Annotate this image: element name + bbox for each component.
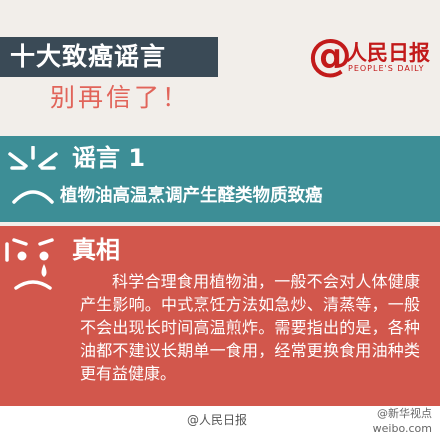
at-icon: @ bbox=[308, 30, 352, 81]
credit-text: @人民日报 bbox=[187, 413, 248, 427]
page-subtitle: 别再信了！ bbox=[50, 83, 191, 112]
angry-face-icon bbox=[8, 146, 58, 204]
page-title: 十大致癌谣言 bbox=[10, 42, 167, 71]
truth-body: 科学合理食用植物油，一般不会对人体健康产生影响。中式烹饪方法如急炒、清蒸等，一般… bbox=[80, 270, 420, 385]
logo-name: 人民日报 bbox=[346, 41, 430, 65]
truth-band bbox=[0, 226, 440, 406]
watermark-site: weibo.com bbox=[372, 422, 432, 435]
crying-face-icon bbox=[5, 238, 54, 290]
peoples-daily-logo: @ 人民日报 PEOPLE'S DAILY bbox=[308, 33, 432, 81]
weibo-watermark: @新华视点 weibo.com bbox=[373, 406, 432, 436]
logo-subtitle: PEOPLE'S DAILY bbox=[348, 64, 425, 73]
footer bbox=[0, 406, 440, 440]
header: 十大致癌谣言 别再信了！ @ 人民日报 PEOPLE'S DAILY bbox=[0, 0, 440, 128]
rumor-band bbox=[0, 136, 440, 222]
rumor-text: 植物油高温烹调产生醛类物质致癌 bbox=[60, 186, 323, 206]
rumor-label: 谣言 1 bbox=[72, 144, 146, 172]
truth-label: 真相 bbox=[72, 236, 120, 264]
truth-paragraph: 科学合理食用植物油，一般不会对人体健康产生影响。中式烹饪方法如急炒、清蒸等，一般… bbox=[80, 272, 420, 383]
title-background bbox=[0, 37, 218, 77]
watermark-handle: @新华视点 bbox=[377, 407, 432, 420]
